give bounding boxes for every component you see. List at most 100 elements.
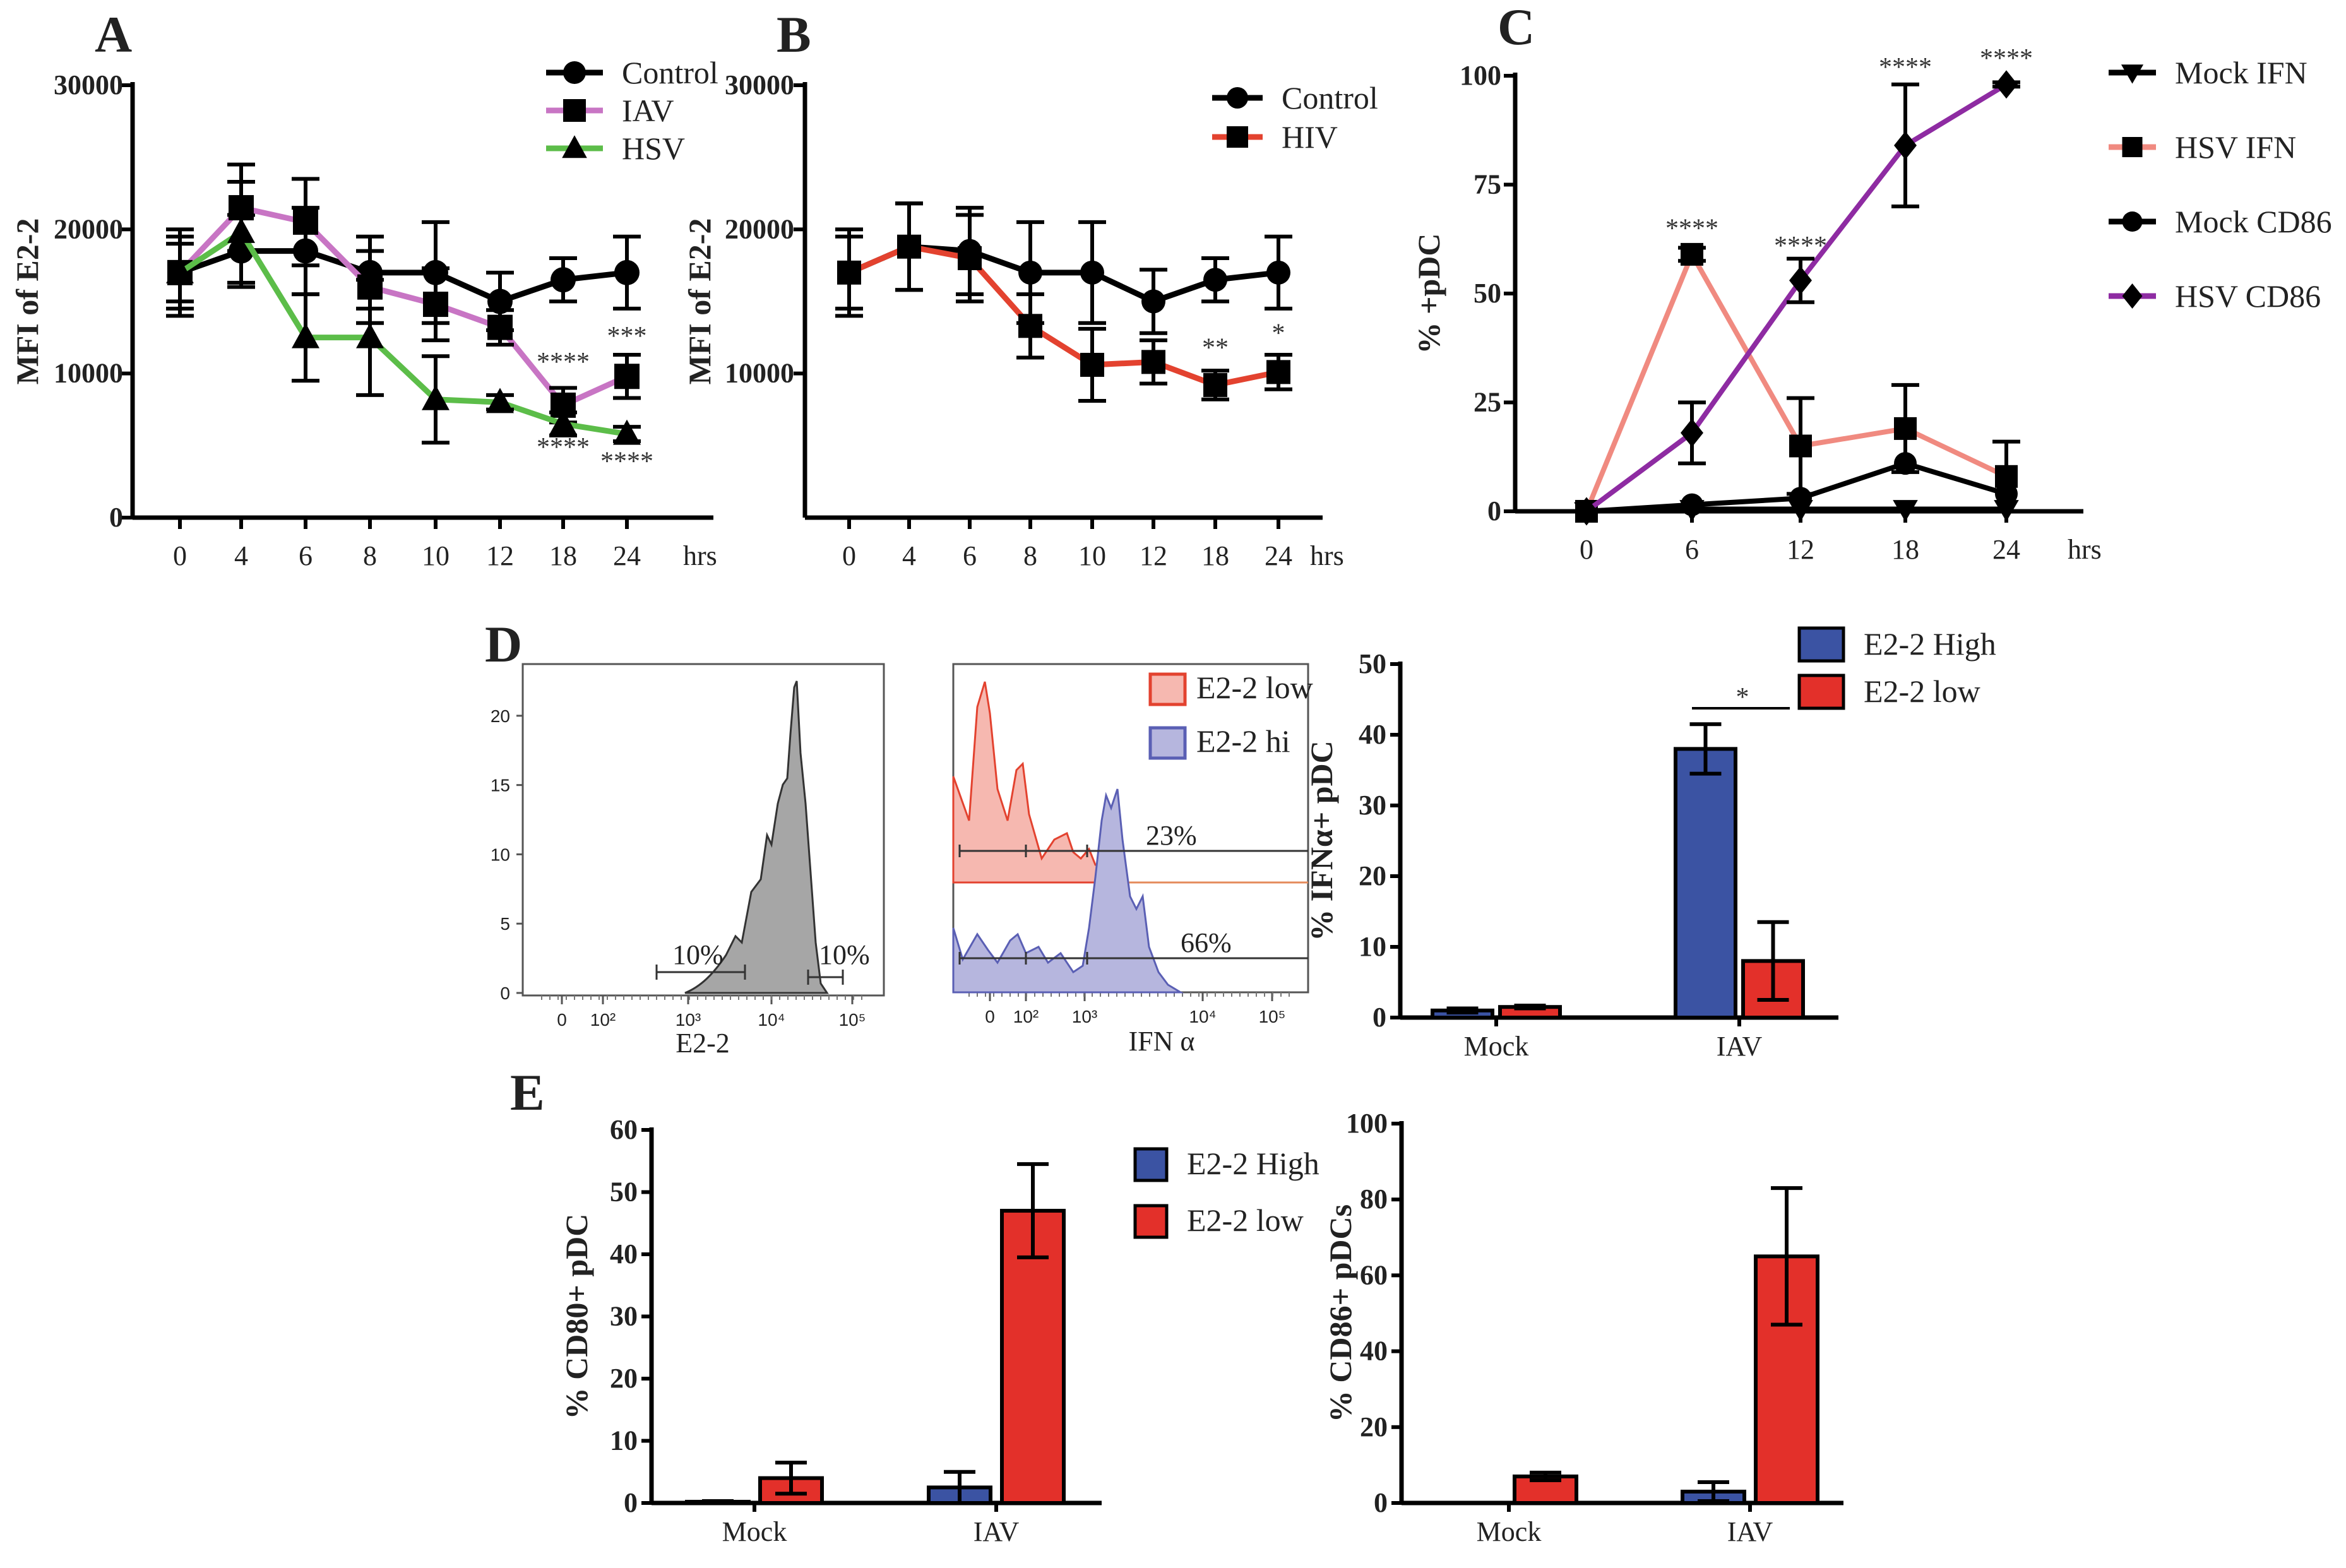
error-bar-E2-1-1 xyxy=(1771,1186,1802,1327)
y-tick-label-D1-2: 10 xyxy=(491,845,510,864)
error-bar-E1-0-1 xyxy=(944,1470,975,1505)
legend-label-A-0: Control xyxy=(622,55,718,90)
x-tick-label-D1-0: 0 xyxy=(557,1010,567,1030)
y-tick-label-E2-5: 100 xyxy=(1346,1108,1388,1139)
data-point-A-1-2 xyxy=(293,209,318,235)
error-bar-D3-1-1 xyxy=(1757,920,1789,1002)
significance-C-0: **** xyxy=(1665,214,1718,243)
x-axis-label-D1: E2-2 xyxy=(676,1028,730,1059)
y-tick-label-E2-2: 40 xyxy=(1360,1336,1388,1367)
x-tick-label-B-0: 0 xyxy=(842,540,856,571)
error-bar-E2-0-1 xyxy=(1698,1480,1729,1503)
data-point-C-3-0 xyxy=(1575,497,1598,526)
x-tick-label-B-1: 4 xyxy=(902,540,916,571)
significance-D3: * xyxy=(1736,683,1749,712)
data-point-B-0-3 xyxy=(1018,260,1042,285)
y-axis-label-A: MFI of E2-2 xyxy=(9,218,45,385)
y-axis-label-E2: % CD86+ pDCs xyxy=(1323,1204,1358,1422)
x-tick-label-E1-1: IAV xyxy=(974,1516,1020,1547)
legend-swatch-D2-0 xyxy=(1148,672,1187,706)
y-tick-label-D3-1: 10 xyxy=(1359,931,1386,962)
legend-marker-C-1 xyxy=(2122,137,2143,157)
data-point-A-0-5 xyxy=(487,288,513,314)
data-point-A-2-2 xyxy=(292,323,319,348)
y-tick-label-C-2: 50 xyxy=(1474,278,1501,309)
legend-marker-A-1 xyxy=(563,99,586,122)
x-tick-label-A-7: 24 xyxy=(613,540,641,571)
data-point-A-2-7 xyxy=(613,419,641,445)
legend-label-D2-1: E2-2 hi xyxy=(1196,723,1290,759)
x-unit-label-A: hrs xyxy=(683,540,717,571)
data-point-B-1-6 xyxy=(1203,372,1227,397)
x-tick-label-D2-0: 0 xyxy=(985,1007,995,1026)
data-point-A-0-7 xyxy=(614,259,640,285)
gate-pct-E2-2-low: 23% xyxy=(1146,820,1197,851)
y-tick-label-A-2: 20000 xyxy=(54,213,123,244)
x-tick-label-C-4: 24 xyxy=(1992,534,2020,565)
y-tick-label-E1-0: 0 xyxy=(624,1487,638,1518)
legend-label-B-0: Control xyxy=(1282,80,1378,116)
legend-label-E1-0: E2-2 High xyxy=(1187,1146,1319,1181)
legend-swatch-D3-0 xyxy=(1797,626,1845,663)
data-point-C-2-4 xyxy=(1995,482,2018,506)
x-tick-label-B-4: 10 xyxy=(1078,540,1106,571)
x-unit-label-B: hrs xyxy=(1310,540,1344,571)
data-point-B-1-5 xyxy=(1141,350,1165,374)
x-tick-label-D3-0: Mock xyxy=(1464,1031,1529,1062)
x-tick-label-E1-0: Mock xyxy=(722,1516,787,1547)
legend-label-A-1: IAV xyxy=(622,93,674,128)
data-point-B-1-7 xyxy=(1266,360,1290,384)
legend-label-D3-1: E2-2 low xyxy=(1864,674,1980,709)
data-point-A-0-6 xyxy=(551,267,576,293)
legend-label-C-1: HSV IFN xyxy=(2175,129,2296,165)
y-tick-label-A-1: 10000 xyxy=(54,358,123,389)
x-tick-label-D1-1: 10² xyxy=(590,1010,616,1030)
legend-marker-B-0 xyxy=(1227,87,1248,109)
y-tick-label-C-1: 25 xyxy=(1474,387,1501,418)
x-tick-label-C-2: 12 xyxy=(1787,534,1814,565)
data-point-A-2-0 xyxy=(166,258,194,283)
error-bar-D3-0-0 xyxy=(1446,1006,1479,1015)
data-point-A-2-3 xyxy=(356,323,384,348)
x-tick-label-B-3: 8 xyxy=(1023,540,1037,571)
data-point-A-2-4 xyxy=(422,384,450,410)
legend-label-C-0: Mock IFN xyxy=(2175,55,2307,90)
significance-A-1: *** xyxy=(607,322,647,351)
y-tick-label-E1-6: 60 xyxy=(610,1114,638,1145)
y-axis-label-D3: % IFNα+ pDC xyxy=(1304,740,1339,941)
x-unit-label-C: hrs xyxy=(2068,534,2102,565)
y-tick-label-A-3: 30000 xyxy=(54,69,123,100)
x-tick-label-A-6: 18 xyxy=(549,540,577,571)
y-tick-label-C-4: 100 xyxy=(1460,60,1501,91)
data-point-B-1-3 xyxy=(1018,314,1042,338)
y-tick-label-C-0: 0 xyxy=(1487,496,1501,526)
legend-marker-A-0 xyxy=(563,61,586,84)
x-tick-label-A-3: 8 xyxy=(363,540,377,571)
data-point-B-0-4 xyxy=(1080,260,1104,285)
data-point-A-1-4 xyxy=(423,292,448,318)
y-tick-label-B-2: 30000 xyxy=(725,69,794,100)
y-tick-label-E2-4: 80 xyxy=(1360,1184,1388,1215)
legend-label-A-2: HSV xyxy=(622,131,685,166)
data-point-A-2-6 xyxy=(549,409,577,435)
y-tick-label-E2-0: 0 xyxy=(1374,1487,1388,1518)
data-point-C-1-3 xyxy=(1894,417,1917,440)
x-tick-label-D1-3: 10⁴ xyxy=(758,1010,785,1030)
error-bar-D3-0-1 xyxy=(1689,722,1722,776)
x-tick-label-B-2: 6 xyxy=(963,540,977,571)
y-tick-label-D1-4: 20 xyxy=(491,706,510,726)
legend-label-D2-0: E2-2 low xyxy=(1196,670,1313,705)
x-tick-label-D2-3: 10⁴ xyxy=(1189,1007,1216,1026)
error-bar-D3-1-0 xyxy=(1514,1003,1546,1011)
error-bar-E1-1-1 xyxy=(1017,1162,1049,1259)
panel-label-E: E xyxy=(510,1064,545,1121)
data-point-A-2-5 xyxy=(486,388,514,413)
data-point-B-1-2 xyxy=(958,246,982,270)
x-tick-label-D2-4: 10⁵ xyxy=(1259,1007,1286,1026)
significance-B-0: ** xyxy=(1202,333,1229,362)
series-line-A-2 xyxy=(178,229,628,437)
x-tick-label-A-0: 0 xyxy=(173,540,187,571)
y-tick-label-D3-4: 40 xyxy=(1359,719,1386,750)
legend-marker-B-1 xyxy=(1227,126,1248,148)
